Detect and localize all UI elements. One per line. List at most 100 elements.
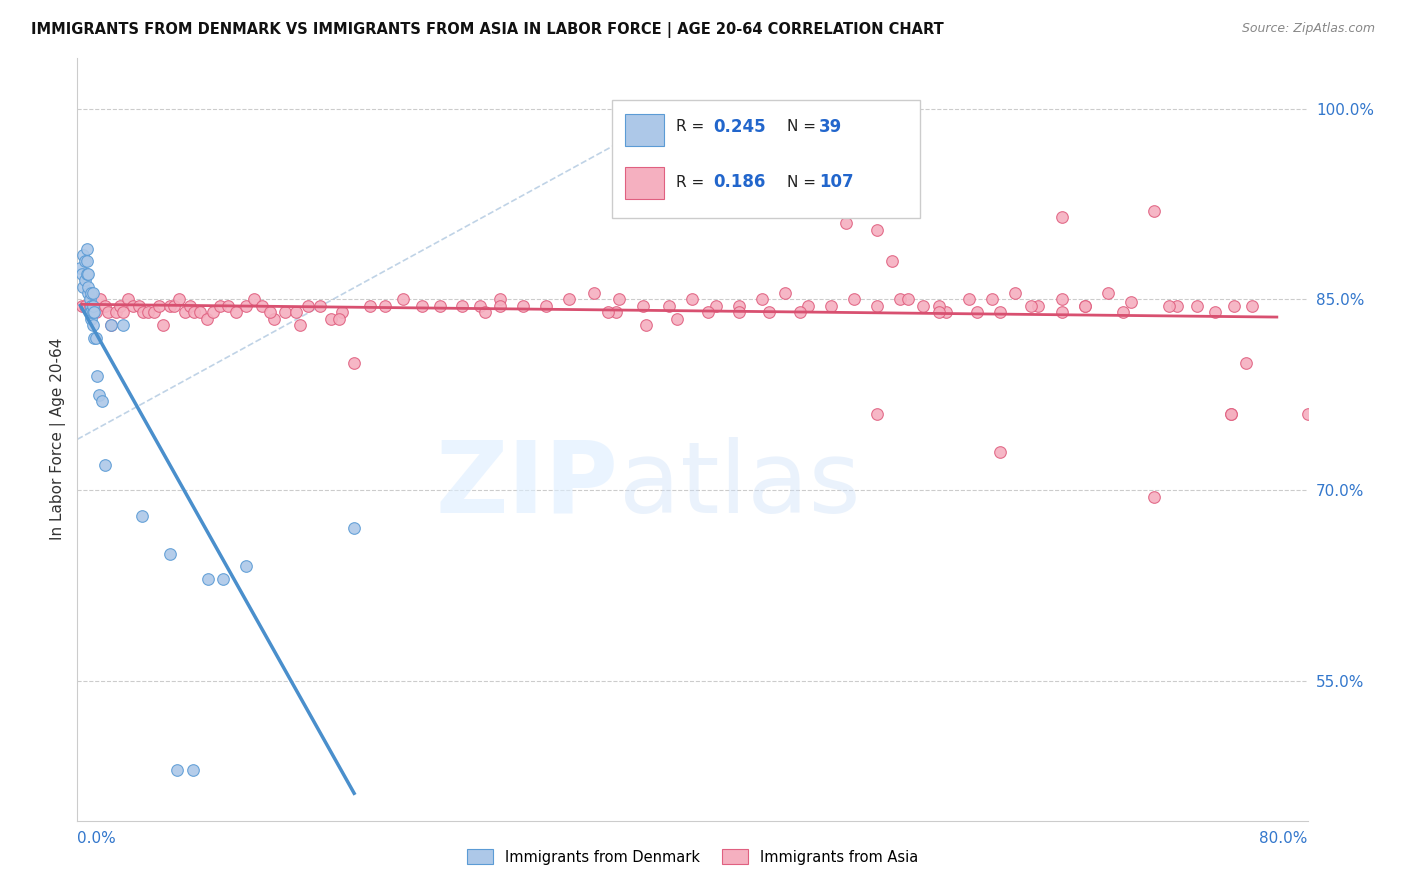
Point <box>209 299 232 313</box>
Point <box>70 299 93 313</box>
Point <box>188 305 212 319</box>
Point <box>1159 299 1181 313</box>
Point <box>1119 295 1142 310</box>
Point <box>928 299 950 313</box>
Point <box>981 293 1004 307</box>
Text: 0.245: 0.245 <box>713 118 766 136</box>
Point <box>797 299 820 313</box>
Point <box>159 547 181 561</box>
Point <box>73 273 96 287</box>
Point <box>512 299 534 313</box>
Point <box>727 299 749 313</box>
Point <box>297 299 319 313</box>
Point <box>82 305 104 319</box>
Point <box>429 299 451 313</box>
Point <box>274 305 297 319</box>
Point <box>83 330 105 344</box>
Point <box>82 305 104 319</box>
Point <box>636 318 658 332</box>
Text: N =: N = <box>787 120 821 134</box>
Point <box>100 318 122 332</box>
Point <box>235 559 257 574</box>
Point <box>820 299 842 313</box>
Point <box>80 311 103 326</box>
Point <box>1143 490 1166 504</box>
Text: IMMIGRANTS FROM DENMARK VS IMMIGRANTS FROM ASIA IN LABOR FORCE | AGE 20-64 CORRE: IMMIGRANTS FROM DENMARK VS IMMIGRANTS FR… <box>31 22 943 38</box>
Point <box>392 293 415 307</box>
Point <box>751 293 773 307</box>
Point <box>1073 299 1095 313</box>
Text: ZIP: ZIP <box>436 436 619 533</box>
Point <box>117 293 139 307</box>
Point <box>110 299 132 313</box>
Point <box>319 311 342 326</box>
Point <box>89 293 111 307</box>
Y-axis label: In Labor Force | Age 20-64: In Labor Force | Age 20-64 <box>51 338 66 541</box>
Point <box>605 305 627 319</box>
Point <box>897 293 920 307</box>
Point <box>167 293 190 307</box>
Point <box>174 305 197 319</box>
Point <box>79 305 101 319</box>
Point <box>201 305 224 319</box>
Point <box>82 299 104 313</box>
Point <box>330 305 353 319</box>
Point <box>988 445 1011 459</box>
Point <box>195 311 218 326</box>
Point <box>82 286 104 301</box>
Point <box>966 305 988 319</box>
FancyBboxPatch shape <box>624 167 664 199</box>
Point <box>696 305 718 319</box>
Point <box>77 279 100 293</box>
Point <box>309 299 332 313</box>
Point <box>835 216 858 230</box>
Point <box>773 286 796 301</box>
Point <box>112 318 135 332</box>
Point <box>1050 305 1073 319</box>
Point <box>104 305 127 319</box>
Point <box>290 318 312 332</box>
Point <box>284 305 307 319</box>
Point <box>128 299 150 313</box>
Point <box>1050 210 1073 224</box>
Point <box>79 299 101 313</box>
Point <box>84 330 107 344</box>
Point <box>197 572 219 586</box>
Point <box>76 267 98 281</box>
Point <box>181 763 204 777</box>
Point <box>163 299 186 313</box>
Point <box>450 299 472 313</box>
Point <box>250 299 273 313</box>
Point <box>988 305 1011 319</box>
Point <box>633 299 655 313</box>
Point <box>112 305 135 319</box>
Point <box>86 368 108 383</box>
Point <box>100 318 122 332</box>
Text: N =: N = <box>787 175 821 190</box>
Point <box>76 254 98 268</box>
Point <box>77 267 100 281</box>
Point <box>263 311 285 326</box>
Point <box>82 318 104 332</box>
Point <box>1028 299 1050 313</box>
Point <box>1019 299 1042 313</box>
Point <box>148 299 170 313</box>
Point <box>489 293 512 307</box>
Point <box>1112 305 1135 319</box>
Point <box>374 299 396 313</box>
Point <box>121 299 143 313</box>
Point <box>1050 293 1073 307</box>
Point <box>328 311 350 326</box>
Point <box>1223 299 1246 313</box>
Point <box>225 305 247 319</box>
Point <box>359 299 381 313</box>
Point <box>1143 203 1166 218</box>
Point <box>94 299 117 313</box>
Point <box>928 305 950 319</box>
Point <box>80 299 103 313</box>
Point <box>704 299 727 313</box>
Point <box>152 318 174 332</box>
Point <box>789 305 811 319</box>
Text: 0.0%: 0.0% <box>77 830 117 846</box>
Point <box>73 254 96 268</box>
